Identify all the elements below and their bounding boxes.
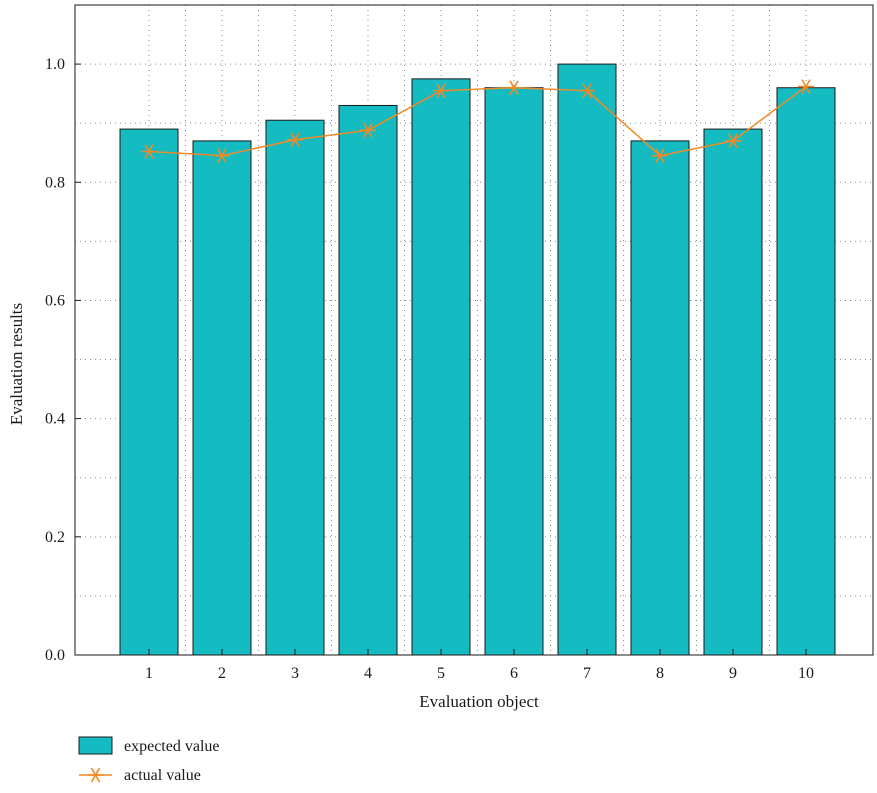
x-axis: 1 2 3 4 5 6 7 8 9 10 xyxy=(145,649,814,682)
point-actual-3 xyxy=(287,132,303,148)
bar-expected-1 xyxy=(119,128,179,656)
x-axis-label: Evaluation object xyxy=(419,692,539,711)
y-tick-label: 0.4 xyxy=(45,411,65,428)
point-actual-6 xyxy=(506,80,522,96)
legend-label-expected: expected value xyxy=(124,738,220,755)
bar-expected-2 xyxy=(192,140,252,656)
marker-stroke xyxy=(436,83,446,99)
x-tick-label: 5 xyxy=(437,665,445,682)
legend-item-actual: actual value xyxy=(79,767,201,784)
bar-expected-3 xyxy=(265,119,325,656)
x-tick-label: 9 xyxy=(729,665,737,682)
point-actual-7 xyxy=(579,83,595,99)
legend-label-actual: actual value xyxy=(124,767,201,784)
y-axis: 0.0 0.2 0.4 0.6 0.8 1.0 xyxy=(45,56,81,664)
marker-stroke xyxy=(90,767,101,783)
x-tick-label: 8 xyxy=(656,665,664,682)
x-tick-label: 7 xyxy=(583,665,591,682)
x-tick-label: 3 xyxy=(291,665,299,682)
marker-stroke xyxy=(363,122,373,138)
actual-value-polyline xyxy=(148,85,807,157)
point-actual-5 xyxy=(433,83,449,99)
y-axis-label: Evaluation results xyxy=(7,303,26,425)
point-actual-2 xyxy=(214,148,230,164)
legend-item-expected: expected value xyxy=(78,736,220,755)
legend-swatch-actual-marker xyxy=(87,767,104,783)
x-tick-label: 2 xyxy=(218,665,226,682)
legend-asterisk-marker xyxy=(87,767,104,783)
point-actual-4 xyxy=(360,122,376,138)
bars xyxy=(119,63,836,656)
marker-stroke xyxy=(801,79,811,94)
point-actual-8 xyxy=(652,148,668,164)
y-tick-label: 0.0 xyxy=(45,647,65,664)
bar-expected-8 xyxy=(630,140,690,656)
marker-stroke xyxy=(290,132,300,148)
marker-stroke xyxy=(144,144,154,159)
y-tick-label: 0.6 xyxy=(45,292,65,309)
point-actual-9 xyxy=(725,133,741,149)
marker-stroke xyxy=(728,133,738,149)
bar-expected-5 xyxy=(411,78,471,656)
x-tick-label: 6 xyxy=(510,665,518,682)
point-actual-1 xyxy=(141,144,157,159)
x-tick-label: 4 xyxy=(364,665,372,682)
marker-stroke xyxy=(509,80,519,96)
marker-stroke xyxy=(217,148,227,164)
y-tick-label: 0.8 xyxy=(45,174,65,191)
legend: expected value actual value xyxy=(78,736,220,784)
y-tick-label: 1.0 xyxy=(45,56,65,73)
marker-stroke xyxy=(655,148,665,164)
point-actual-10 xyxy=(798,79,814,94)
bar-expected-7 xyxy=(557,63,617,656)
x-tick-label: 1 xyxy=(145,665,153,682)
marker-stroke xyxy=(582,83,592,99)
bar-expected-4 xyxy=(338,104,398,656)
legend-swatch-expected xyxy=(78,736,113,755)
y-tick-label: 0.2 xyxy=(45,529,65,546)
plot-frame xyxy=(74,4,874,656)
actual-value-line xyxy=(141,79,814,164)
bar-expected-6 xyxy=(484,87,544,656)
bar-expected-9 xyxy=(703,128,763,656)
bar-expected-10 xyxy=(776,87,836,656)
x-tick-label: 10 xyxy=(798,665,814,682)
